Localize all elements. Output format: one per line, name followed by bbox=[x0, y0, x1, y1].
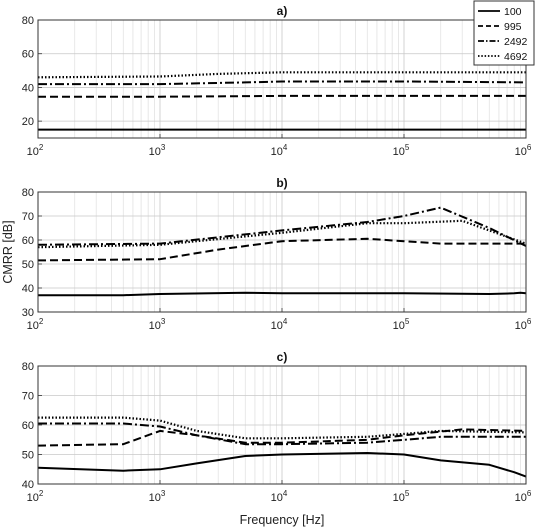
panel-0: 20 40 60 80 102 103 104 105 106 a) bbox=[22, 4, 532, 158]
x-axis-label: Frequency [Hz] bbox=[240, 513, 325, 527]
x-tick-label: 105 bbox=[393, 317, 410, 332]
y-tick-label: 30 bbox=[22, 307, 34, 319]
plot-frame bbox=[37, 365, 527, 485]
x-tick-label: 104 bbox=[271, 489, 288, 504]
series-line-100 bbox=[37, 452, 527, 478]
y-tick-label: 60 bbox=[22, 235, 34, 247]
y-tick-label: 60 bbox=[22, 49, 34, 61]
series-line-2492 bbox=[37, 206, 527, 247]
x-tick-label: 102 bbox=[27, 489, 44, 504]
y-tick-label: 40 bbox=[22, 283, 34, 295]
x-tick-label: 103 bbox=[149, 143, 166, 158]
x-tick-label: 103 bbox=[149, 317, 166, 332]
x-tick-label: 105 bbox=[393, 143, 410, 158]
series-line-4692 bbox=[37, 71, 526, 79]
y-tick-label: 50 bbox=[22, 259, 34, 271]
y-tick-label: 80 bbox=[22, 15, 34, 27]
panel-2: 40 50 60 70 80 102 103 104 105 106 c) Frequency [Hz… bbox=[22, 350, 532, 527]
x-tick-label: 102 bbox=[27, 317, 44, 332]
x-tick-label: 104 bbox=[271, 143, 288, 158]
legend: 100 995 2492 4692 bbox=[473, 0, 535, 66]
y-axis-label: CMRR [dB] bbox=[1, 220, 15, 283]
series-line-2492 bbox=[38, 80, 527, 86]
y-tick-label: 40 bbox=[22, 479, 34, 491]
x-tick-label: 106 bbox=[515, 489, 532, 504]
x-tick-label: 105 bbox=[393, 489, 410, 504]
legend-label: 100 bbox=[504, 6, 522, 18]
y-tick-label: 50 bbox=[22, 450, 34, 462]
y-tick-label: 40 bbox=[22, 82, 34, 94]
legend-label: 4692 bbox=[504, 51, 528, 63]
series-line-995 bbox=[38, 94, 526, 98]
x-tick-label: 106 bbox=[515, 317, 532, 332]
legend-label: 995 bbox=[504, 21, 522, 33]
y-tick-label: 60 bbox=[22, 420, 34, 432]
plot-frame bbox=[37, 191, 527, 313]
series-line-4692 bbox=[38, 416, 527, 440]
panel-title: a) bbox=[277, 4, 288, 18]
x-tick-label: 104 bbox=[271, 317, 288, 332]
panel-1: 30 40 50 60 70 80 102 103 104 105 106 b) CMRR [dB] bbox=[1, 176, 532, 332]
y-tick-label: 70 bbox=[22, 211, 34, 223]
y-tick-label: 20 bbox=[22, 116, 34, 128]
plot-frame bbox=[37, 19, 527, 139]
series-line-995 bbox=[37, 428, 527, 447]
x-tick-label: 102 bbox=[27, 143, 44, 158]
x-tick-label: 103 bbox=[149, 489, 166, 504]
series-line-100 bbox=[38, 291, 527, 297]
series-line-995 bbox=[37, 237, 526, 262]
series-line-4692 bbox=[37, 219, 527, 249]
y-tick-label: 70 bbox=[22, 391, 34, 403]
y-tick-label: 80 bbox=[22, 361, 34, 373]
x-tick-label: 106 bbox=[515, 143, 532, 158]
panel-title: b) bbox=[276, 176, 287, 190]
series-line-2492 bbox=[38, 422, 526, 446]
legend-label: 2492 bbox=[504, 36, 528, 48]
panel-title: c) bbox=[277, 350, 288, 364]
y-tick-label: 80 bbox=[22, 187, 34, 199]
